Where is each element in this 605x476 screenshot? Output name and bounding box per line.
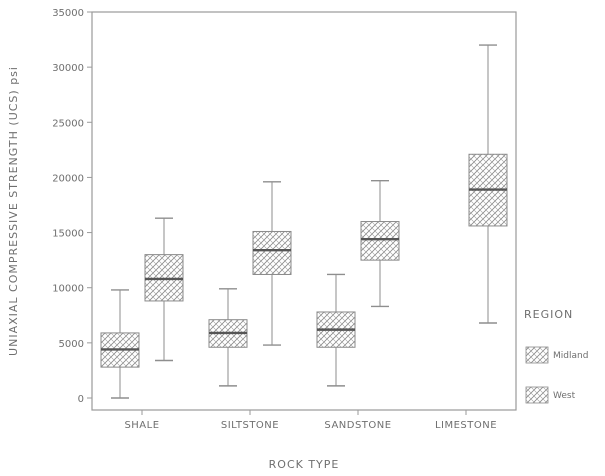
x-tick-label-sandstone: SANDSTONE: [324, 420, 391, 431]
legend-title: REGION: [524, 308, 573, 321]
legend-swatch-midland: [525, 346, 549, 364]
x-axis: SHALE SILTSTONE SANDSTONE LIMESTONE: [124, 410, 497, 431]
legend: REGION Midland West: [524, 308, 588, 404]
y-tick-label: 5000: [59, 339, 84, 350]
legend-label-midland: Midland: [553, 351, 588, 361]
y-tick-label: 30000: [52, 63, 84, 74]
box-midland-shale: [100, 289, 140, 399]
box-west-sandstone: [360, 180, 400, 308]
y-axis-title: UNIAXIAL COMPRESSIVE STRENGTH (UCS) psi: [7, 66, 20, 356]
box-midland-siltstone: [208, 288, 248, 387]
x-tick-label-shale: SHALE: [124, 420, 159, 431]
y-tick-label: 20000: [52, 173, 84, 184]
x-axis-title: ROCK TYPE: [269, 458, 340, 471]
y-tick-label: 0: [78, 394, 84, 405]
y-tick-label: 10000: [52, 284, 84, 295]
y-tick-label: 15000: [52, 229, 84, 240]
y-axis: 0 5000 10000 15000 20000 25000 30000 35000: [52, 8, 92, 405]
box-series: [100, 44, 508, 399]
y-tick-label: 35000: [52, 8, 84, 19]
box-west-siltstone: [252, 181, 292, 346]
iqr-box: [360, 221, 400, 261]
x-tick-label-siltstone: SILTSTONE: [221, 420, 279, 431]
legend-swatch-west: [525, 386, 549, 404]
x-tick-label-limestone: LIMESTONE: [435, 420, 497, 431]
box-west-limestone: [468, 44, 508, 324]
iqr-box: [252, 230, 292, 275]
legend-label-west: West: [553, 391, 576, 401]
box-midland-sandstone: [316, 273, 356, 387]
y-tick-label: 25000: [52, 118, 84, 129]
box-west-shale: [144, 217, 184, 362]
plot-frame: [91, 11, 517, 411]
